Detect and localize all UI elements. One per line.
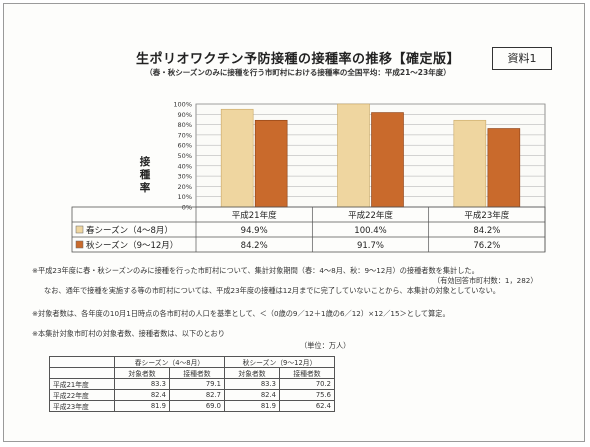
population-table: 春シーズン（4～8月） 秋シーズン（9～12月） 対象者数 接種者数 対象者数 …: [49, 356, 335, 412]
y-tick-label: 40%: [178, 162, 192, 170]
y-tick-label: 100%: [173, 101, 192, 109]
y-tick-label: 90%: [178, 111, 192, 119]
table-cell: 82.4: [114, 389, 170, 401]
bar-autumn: [254, 119, 288, 208]
table-col-header: 接種者数: [169, 367, 225, 379]
data-label: 94.9%: [241, 226, 268, 236]
bar-spring: [453, 119, 487, 208]
data-label: 91.7%: [357, 241, 384, 251]
table-row-label: 平成21年度: [49, 378, 115, 390]
table-unit: （単位：万人）: [300, 341, 351, 350]
table-cell: 69.0: [169, 400, 225, 412]
legend-swatch-autumn: [75, 240, 84, 249]
table-row: 平成21年度 83.3 79.1 83.3 70.2: [49, 378, 335, 390]
table-cell: 82.4: [224, 389, 280, 401]
table-cell: 81.9: [114, 400, 170, 412]
note-table-intro: ※本集計対象市町村の対象者数、接種者数は、以下のとおり: [32, 329, 225, 338]
table-cell: 82.7: [169, 389, 225, 401]
data-label: 76.2%: [473, 241, 500, 251]
table-cell: 81.9: [224, 400, 280, 412]
chart-subtitle: （春・秋シーズンのみに接種を行う市町村における接種率の全国平均：平成21～23年…: [145, 68, 451, 77]
y-axis-label: 種: [140, 168, 151, 181]
x-category-label: 平成21年度: [232, 210, 277, 221]
note-respondents: （有効回答市町村数：1，282）: [433, 276, 538, 285]
document-badge: 資料1: [492, 47, 552, 70]
y-tick-label: 30%: [178, 173, 192, 181]
y-axis-label: 率: [140, 181, 151, 194]
chart-title: 生ポリオワクチン予防接種の接種率の推移【確定版】: [135, 52, 460, 67]
table-col-header: 対象者数: [114, 367, 170, 379]
bar-autumn: [371, 112, 404, 208]
y-tick-label: 60%: [178, 142, 192, 150]
legend-entry-autumn: 秋シーズン（9～12月）: [86, 240, 178, 251]
bar-autumn: [487, 128, 521, 208]
table-cell: 62.4: [279, 400, 335, 412]
y-axis-label: 接: [140, 155, 151, 168]
table-row: 平成23年度 81.9 69.0 81.9 62.4: [49, 400, 335, 412]
note-target-count: ※対象者数は、各年度の10月1日時点の各市町村の人口を基準として、＜（0歳の9／…: [32, 309, 450, 318]
table-cell: 79.1: [169, 378, 225, 390]
y-tick-label: 0%: [182, 204, 192, 212]
legend-swatch-spring: [75, 225, 84, 234]
y-tick-label: 50%: [178, 152, 192, 160]
x-category-label: 平成23年度: [464, 210, 509, 221]
table-col-header: 接種者数: [279, 367, 335, 379]
data-label: 84.2%: [473, 226, 500, 236]
table-cell: 83.3: [224, 378, 280, 390]
table-row-label: 平成22年度: [49, 389, 115, 401]
bar-spring: [337, 103, 370, 208]
table-cell: 70.2: [279, 378, 335, 390]
table-group-spring: 春シーズン（4～8月）: [114, 356, 225, 368]
table-cell: 83.3: [114, 378, 170, 390]
legend-entry-spring: 春シーズン（4～8月）: [86, 225, 173, 236]
y-tick-label: 10%: [178, 193, 192, 201]
table-row-label: 平成23年度: [49, 400, 115, 412]
table-column-header-row: 対象者数 接種者数 対象者数 接種者数: [49, 367, 335, 379]
table-group-header-row: 春シーズン（4～8月） 秋シーズン（9～12月）: [49, 356, 335, 368]
table-col-header: 対象者数: [224, 367, 280, 379]
note-exclusion: なお、通年で接種を実施する等の市町村については、平成23年度の接種は12月までに…: [44, 286, 500, 295]
table-group-autumn: 秋シーズン（9～12月）: [224, 356, 335, 368]
data-label: 100.4%: [354, 226, 386, 236]
y-tick-label: 70%: [178, 131, 192, 139]
table-corner-cell: [49, 367, 115, 379]
table-corner-cell: [49, 356, 115, 368]
x-category-label: 平成22年度: [348, 210, 393, 221]
bar-spring: [220, 108, 254, 208]
table-row: 平成22年度 82.4 82.7 82.4 75.6: [49, 389, 335, 401]
table-cell: 75.6: [279, 389, 335, 401]
note-aggregation: ※平成23年度に春・秋シーズンのみに接種を行った市町村について、集計対象期間（春…: [32, 266, 479, 275]
y-tick-label: 20%: [178, 183, 192, 191]
data-label: 84.2%: [241, 241, 268, 251]
y-tick-label: 80%: [178, 121, 192, 129]
